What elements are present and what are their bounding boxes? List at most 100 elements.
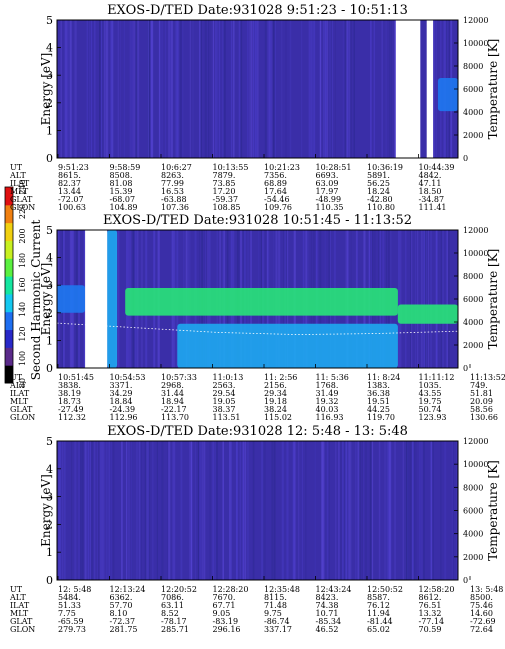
ephemeris-value: 10:13:55 [213, 163, 249, 172]
noise-streak [430, 230, 432, 368]
ephemeris-value: 13: 5:48 [470, 585, 503, 594]
y2-tick-label: 0 [463, 364, 468, 373]
noise-streak [248, 20, 250, 158]
panel-2: EXOS-D/TED Date:931028 10:51:45 - 11:13:… [9, 213, 505, 422]
noise-streak [244, 441, 247, 580]
ephemeris-value: 72.64 [470, 625, 493, 634]
noise-streak [325, 20, 327, 158]
ephemeris-value: 19.18 [264, 397, 287, 406]
ephemeris-value: 9.75 [264, 609, 282, 618]
ephemeris-value: 12:58:20 [419, 585, 455, 594]
ephemeris-value: 15.39 [110, 187, 133, 196]
ephemeris-value: 5484. [58, 593, 81, 602]
noise-streak [197, 441, 199, 580]
colorbar-segment [5, 240, 13, 259]
noise-streak [308, 20, 310, 158]
noise-streak [365, 441, 367, 580]
noise-streak [189, 441, 191, 580]
ephemeris-value: 130.66 [470, 413, 498, 422]
ephemeris-value: 10:6:27 [161, 163, 192, 172]
ephemeris-value: 11.94 [367, 609, 390, 618]
noise-streak [420, 20, 421, 158]
ephemeris-value: 29.54 [213, 389, 236, 398]
noise-streak [398, 230, 400, 368]
ephemeris-row-label: GLAT [10, 195, 33, 204]
noise-streak [432, 20, 435, 158]
ephemeris-row-label: GLON [10, 413, 35, 422]
noise-streak [271, 20, 274, 158]
ephemeris-value: 107.36 [161, 203, 189, 212]
ephemeris-value: 77.99 [161, 179, 184, 188]
noise-streak [111, 20, 114, 158]
noise-streak [271, 20, 273, 158]
ephemeris-value: 10:57:33 [161, 373, 197, 382]
noise-streak [325, 441, 326, 580]
ephemeris-value: 17.20 [213, 187, 236, 196]
y-tick-label: 3 [46, 491, 53, 504]
y-tick-label: 2 [46, 307, 53, 320]
noise-streak [60, 20, 62, 158]
noise-streak [281, 20, 283, 158]
colorbar-tick-label: 220 [18, 204, 27, 219]
noise-streak [69, 20, 72, 158]
colorbar-tick-label: 80 [18, 378, 27, 388]
noise-streak [161, 20, 163, 158]
noise-streak [381, 20, 383, 158]
noise-streak [320, 20, 322, 158]
noise-streak [81, 441, 84, 580]
noise-streak [138, 441, 141, 580]
noise-streak [101, 20, 103, 158]
ephemeris-value: 3838. [58, 381, 81, 390]
noise-streak [423, 230, 426, 368]
noise-streak [195, 441, 196, 580]
y-tick-label: 0 [46, 152, 53, 165]
noise-streak [328, 441, 330, 580]
noise-streak [323, 20, 325, 158]
noise-streak [410, 230, 411, 368]
y2-tick-label: 6000 [463, 295, 483, 304]
ephemeris-value: 1035. [419, 381, 442, 390]
ephemeris-value: 18.50 [419, 187, 442, 196]
noise-streak [152, 441, 154, 580]
y-tick-label: 3 [46, 69, 53, 82]
y2-axis-label: Temperature [K] [486, 249, 500, 350]
ephemeris-value: 2563. [213, 381, 236, 390]
noise-streak [222, 20, 224, 158]
noise-streak [240, 20, 243, 158]
noise-streak [252, 441, 255, 580]
ephemeris-value: 4842. [419, 171, 442, 180]
colorbar-tick-label: 240 [18, 179, 27, 194]
noise-streak [430, 441, 432, 580]
ephemeris-value: 51.81 [470, 389, 493, 398]
noise-streak [256, 20, 259, 158]
ephemeris-value: -42.80 [367, 195, 393, 204]
noise-streak [148, 441, 151, 580]
y-tick-label: 1 [46, 124, 53, 137]
ephemeris-value: 10:28:51 [316, 163, 352, 172]
ephemeris-row-label: ALT [9, 381, 26, 390]
noise-streak [249, 20, 251, 158]
noise-streak [361, 441, 363, 580]
ephemeris-row-label: UT [10, 585, 23, 594]
noise-streak [373, 20, 376, 158]
noise-streak [236, 441, 238, 580]
colorbar-segment [5, 258, 13, 277]
ephemeris-value: 6362. [110, 593, 133, 602]
ephemeris-value: 38.24 [264, 405, 287, 414]
colorbar-segment [5, 222, 13, 241]
ephemeris-value: 74.38 [316, 601, 339, 610]
colorbar-segment [5, 204, 13, 224]
noise-streak [93, 20, 96, 158]
noise-streak [407, 441, 409, 580]
y2-tick-label: 12000 [463, 226, 488, 235]
noise-streak [305, 441, 307, 580]
ephemeris-value: 113.51 [213, 413, 241, 422]
noise-streak [99, 20, 101, 158]
colorbar-segment [5, 293, 13, 313]
noise-streak [222, 441, 224, 580]
noise-streak [273, 20, 276, 158]
noise-streak [419, 441, 421, 580]
colorbar-segment [5, 276, 13, 295]
noise-streak [389, 20, 392, 158]
noise-streak [353, 20, 355, 158]
